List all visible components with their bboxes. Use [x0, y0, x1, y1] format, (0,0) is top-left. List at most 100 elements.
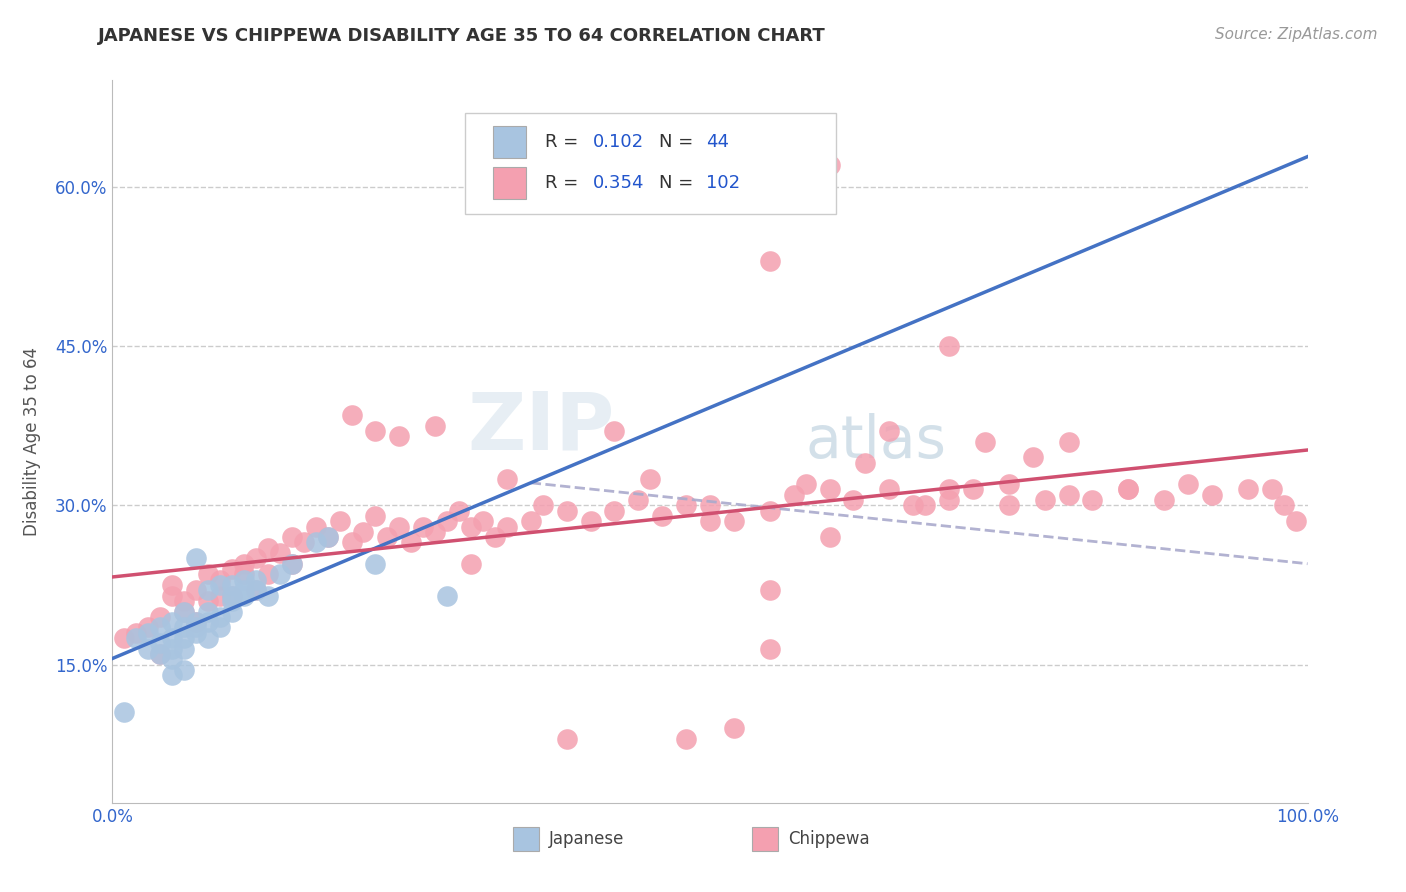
Point — [209, 620, 232, 634]
Point — [233, 583, 256, 598]
Point — [460, 557, 482, 571]
Point — [782, 488, 804, 502]
Point — [818, 483, 841, 497]
Point — [759, 253, 782, 268]
Text: 0.354: 0.354 — [593, 174, 644, 192]
Point — [855, 456, 877, 470]
Point — [496, 472, 519, 486]
Point — [186, 583, 208, 598]
Point — [1153, 493, 1175, 508]
Point — [245, 573, 267, 587]
Point — [555, 732, 578, 747]
Point — [114, 706, 135, 720]
Point — [640, 472, 662, 486]
Point — [173, 620, 195, 634]
Point — [1022, 450, 1045, 465]
Point — [627, 493, 650, 508]
Point — [233, 589, 256, 603]
Point — [292, 535, 315, 549]
Point — [1057, 434, 1080, 449]
Point — [269, 567, 291, 582]
Text: R =: R = — [546, 174, 583, 192]
Point — [364, 557, 387, 571]
Point — [245, 583, 267, 598]
Point — [173, 605, 195, 619]
Point — [221, 589, 243, 603]
Point — [257, 567, 280, 582]
Point — [186, 551, 208, 566]
Point — [723, 514, 745, 528]
Point — [425, 418, 447, 433]
Point — [377, 530, 399, 544]
Point — [209, 589, 232, 603]
Point — [162, 652, 183, 666]
Point — [209, 573, 232, 587]
Point — [186, 620, 208, 634]
Point — [197, 583, 219, 598]
Point — [186, 615, 208, 630]
Point — [173, 631, 195, 645]
Point — [1033, 493, 1056, 508]
FancyBboxPatch shape — [752, 828, 778, 851]
Point — [197, 631, 219, 645]
Point — [675, 498, 697, 512]
Point — [245, 551, 267, 566]
Point — [938, 339, 960, 353]
Point — [329, 514, 352, 528]
Point — [197, 605, 219, 619]
Point — [209, 610, 232, 624]
Point — [125, 631, 148, 645]
Point — [221, 589, 243, 603]
Point — [842, 493, 865, 508]
Point — [186, 615, 208, 630]
Point — [281, 557, 304, 571]
Point — [1237, 483, 1260, 497]
Point — [173, 594, 195, 608]
Point — [998, 498, 1021, 512]
Point — [496, 519, 519, 533]
Point — [579, 514, 602, 528]
Point — [412, 519, 434, 533]
Point — [364, 424, 387, 438]
Point — [162, 589, 183, 603]
Point — [197, 615, 219, 630]
Point — [675, 732, 697, 747]
Point — [138, 625, 160, 640]
Point — [138, 641, 160, 656]
Point — [316, 530, 339, 544]
Point — [436, 589, 458, 603]
Point — [162, 668, 183, 682]
Point — [472, 514, 495, 528]
Text: ZIP: ZIP — [467, 388, 614, 467]
Point — [221, 562, 243, 576]
FancyBboxPatch shape — [513, 828, 538, 851]
Point — [531, 498, 554, 512]
Point — [818, 530, 841, 544]
Point — [759, 503, 782, 517]
Text: Source: ZipAtlas.com: Source: ZipAtlas.com — [1215, 27, 1378, 42]
Point — [962, 483, 984, 497]
Text: Chippewa: Chippewa — [787, 830, 869, 848]
Point — [197, 567, 219, 582]
Text: 0.102: 0.102 — [593, 133, 644, 151]
Point — [794, 477, 817, 491]
Point — [938, 493, 960, 508]
Point — [603, 424, 626, 438]
Point — [233, 557, 256, 571]
Point — [425, 524, 447, 539]
FancyBboxPatch shape — [492, 167, 526, 200]
Text: JAPANESE VS CHIPPEWA DISABILITY AGE 35 TO 64 CORRELATION CHART: JAPANESE VS CHIPPEWA DISABILITY AGE 35 T… — [98, 27, 827, 45]
Point — [723, 722, 745, 736]
Point — [436, 514, 458, 528]
Point — [879, 424, 901, 438]
Point — [1118, 483, 1140, 497]
Point — [603, 503, 626, 517]
Point — [1272, 498, 1295, 512]
Point — [149, 610, 172, 624]
Point — [447, 503, 470, 517]
Point — [401, 535, 423, 549]
Point — [125, 625, 148, 640]
Point — [221, 594, 243, 608]
Point — [173, 663, 195, 677]
Point — [364, 508, 387, 523]
